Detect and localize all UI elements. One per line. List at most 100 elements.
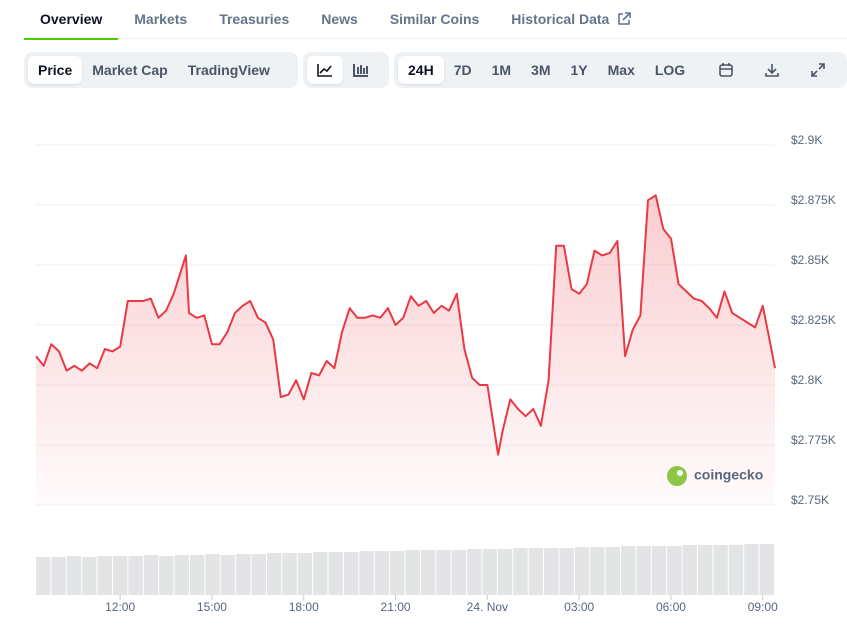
volume-bar	[759, 544, 774, 595]
volume-bar	[621, 546, 636, 595]
volume-bar	[112, 556, 128, 595]
download-button[interactable]	[755, 56, 789, 84]
expand-icon	[811, 63, 826, 77]
volume-bar	[97, 556, 112, 595]
volume-bar	[482, 549, 497, 595]
volume-bar	[605, 547, 621, 595]
candle-style-button[interactable]	[343, 56, 379, 84]
range-button[interactable]: 7D	[453, 62, 472, 78]
volume-bar	[128, 556, 143, 595]
tab-label: Historical Data	[511, 11, 610, 27]
volume-bar	[467, 549, 482, 595]
y-tick-label: $2.9K	[791, 133, 822, 147]
volume-bar	[236, 554, 251, 595]
y-tick-label: $2.8K	[791, 373, 822, 387]
view-group: Price Market Cap TradingView	[24, 52, 298, 88]
volume-bar	[220, 555, 236, 595]
y-tick-label: $2.75K	[791, 493, 829, 507]
tab[interactable]: Historical Data	[495, 0, 647, 38]
volume-bar	[574, 547, 590, 595]
download-icon	[765, 64, 780, 77]
volume-bar	[420, 550, 436, 595]
volume-bar	[513, 548, 528, 595]
volume-bar	[544, 548, 559, 595]
volume-bar	[651, 546, 667, 595]
view-button[interactable]: Market Cap	[92, 62, 168, 78]
volume-bar	[36, 557, 51, 595]
volume-bar	[66, 556, 82, 595]
line-style-button[interactable]	[307, 56, 343, 84]
watermark: coingecko	[667, 466, 763, 486]
range-button[interactable]: 1Y	[570, 62, 588, 78]
x-tick-label: 09:00	[748, 600, 778, 614]
volume-bar	[744, 544, 759, 595]
volume-bar	[390, 551, 405, 595]
volume-bar	[436, 550, 451, 595]
volume-bar	[528, 548, 544, 595]
volume-bar	[636, 546, 651, 595]
volume-bar	[698, 545, 713, 595]
view-button[interactable]: TradingView	[187, 62, 270, 78]
volume-bar	[667, 546, 682, 595]
watermark-logo	[667, 466, 687, 486]
range-button[interactable]: Max	[607, 62, 635, 78]
log-button[interactable]: LOG	[654, 62, 686, 78]
volume-bar	[189, 555, 205, 595]
volume-bar	[359, 551, 374, 595]
volume-bar	[174, 555, 189, 595]
volume-bar	[143, 555, 159, 595]
tab[interactable]: Overview	[24, 0, 119, 40]
tab[interactable]: Treasuries	[219, 11, 290, 27]
tab[interactable]: News	[321, 11, 358, 27]
volume-bar	[559, 548, 574, 595]
price-line	[35, 194, 776, 456]
range-group: 24H 7D 1M 3M 1Y Max LOG	[394, 52, 847, 88]
volume-bar	[328, 552, 343, 595]
fullscreen-button[interactable]	[801, 56, 835, 84]
volume-bar	[682, 545, 698, 595]
volume-bar	[82, 557, 97, 595]
price-area	[36, 195, 775, 505]
x-tick-label: 18:00	[289, 600, 319, 614]
calendar-icon	[719, 63, 734, 77]
calendar-button[interactable]	[709, 56, 743, 84]
tab[interactable]: Similar Coins	[389, 11, 480, 27]
watermark-eye	[677, 470, 683, 476]
range-button[interactable]: 1M	[491, 62, 512, 78]
volume-bar	[297, 553, 313, 595]
volume-bar	[713, 545, 728, 595]
chart-style-group	[303, 52, 389, 88]
view-button[interactable]: Price	[28, 56, 83, 84]
volume-bar	[497, 549, 513, 595]
tab[interactable]: Markets	[134, 11, 188, 27]
volume-bar	[205, 554, 220, 595]
x-tick-label: 06:00	[656, 600, 686, 614]
watermark-text: coingecko	[694, 467, 763, 483]
line-icon	[317, 64, 332, 77]
x-tick-label: 03:00	[564, 600, 594, 614]
x-tick-label: 24. Nov	[467, 600, 508, 614]
range-button[interactable]: 3M	[531, 62, 551, 78]
volume-bar	[251, 554, 266, 595]
y-tick-label: $2.85K	[791, 253, 829, 267]
tab-bar: Overview Markets Treasuries News Similar…	[24, 0, 847, 40]
x-tick-label: 21:00	[381, 600, 411, 614]
volume-bar	[282, 553, 297, 595]
external-icon	[618, 12, 632, 25]
x-tick-label: 12:00	[105, 600, 135, 614]
volume-bar	[728, 545, 744, 595]
volume-bar	[159, 556, 174, 595]
plot: $2.9K $2.875K $2.85K $2.825K $2.8K $2.775K $2.…	[35, 133, 836, 614]
volume-bar	[266, 553, 282, 595]
volume-bar	[590, 547, 605, 595]
volume-bar	[343, 552, 359, 595]
volume-bar	[313, 552, 328, 595]
y-tick-label: $2.775K	[791, 433, 836, 447]
volume-bar	[405, 550, 420, 595]
candle-icon	[353, 64, 368, 77]
range-button[interactable]: 24H	[398, 56, 444, 84]
volume-bar	[374, 551, 390, 595]
volume-bar	[451, 550, 467, 595]
